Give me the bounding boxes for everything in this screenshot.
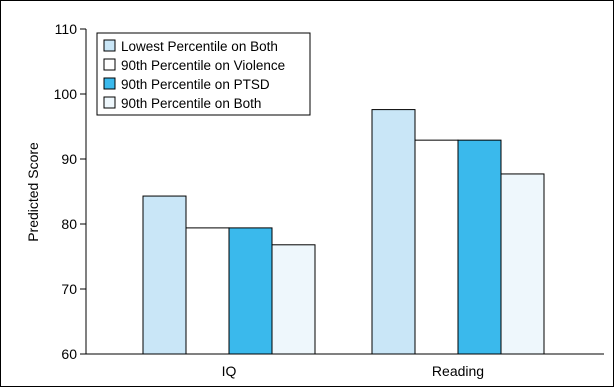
legend-label: 90th Percentile on Both: [121, 96, 261, 111]
y-axis-label: Predicted Score: [25, 142, 41, 242]
bar-iq-series-3: [228, 227, 273, 355]
y-tick-label: 110: [55, 21, 78, 37]
bar-reading-series-4: [500, 173, 545, 355]
y-tick-label: 90: [61, 151, 77, 167]
legend-swatch: [103, 77, 116, 90]
legend-label: Lowest Percentile on Both: [121, 39, 278, 54]
legend-swatch: [103, 39, 116, 52]
y-tick-label: 70: [61, 281, 77, 297]
y-tick-label: 80: [61, 216, 77, 232]
legend-label: 90th Percentile on PTSD: [121, 77, 270, 92]
legend-label: 90th Percentile on Violence: [121, 58, 285, 73]
bars-layer: [142, 109, 545, 355]
x-tick-label-iq: IQ: [222, 363, 237, 379]
x-tick-label-reading: Reading: [432, 363, 484, 379]
y-ticks: 60 70 80 90 100 110: [54, 21, 86, 362]
bar-reading-series-2: [414, 139, 459, 355]
bar-reading-series-1: [371, 109, 416, 355]
x-tick-labels: IQ Reading: [222, 363, 484, 379]
legend-swatch: [103, 96, 116, 109]
legend-swatch: [103, 58, 116, 71]
y-tick-label: 100: [54, 86, 78, 102]
bar-reading-series-3: [457, 139, 502, 355]
bar-iq-series-4: [271, 244, 316, 355]
bar-iq-series-1: [142, 195, 187, 355]
legend-box: [96, 32, 311, 116]
bar-iq-series-2: [185, 227, 230, 355]
axes-layer: [85, 29, 604, 355]
y-tick-label: 60: [61, 346, 77, 362]
legend: Lowest Percentile on Both 90th Percentile…: [96, 32, 311, 116]
